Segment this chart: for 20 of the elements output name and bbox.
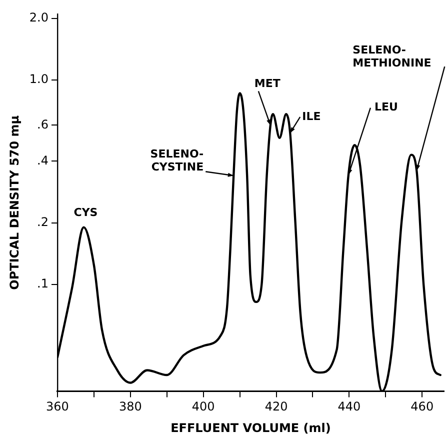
annotation: SELENO- METHIONINE xyxy=(352,43,432,70)
x-tick-label: 420 xyxy=(264,400,288,414)
y-tick-label: 1.0 xyxy=(29,72,48,86)
y-tick-label: 2.0 xyxy=(29,10,48,24)
annotation: SELENO- CYSTINE xyxy=(150,148,204,174)
x-tick-label: 360 xyxy=(46,400,69,414)
annotation: LEU xyxy=(374,100,398,114)
x-tick-label: 460 xyxy=(410,400,434,414)
y-tick-label: .2 xyxy=(37,214,48,229)
y-tick-label: .4 xyxy=(37,153,48,168)
annotation: CYS xyxy=(74,206,98,220)
y-tick-label: .1 xyxy=(37,276,48,290)
x-axis-title: EFFLUENT VOLUME (ml) xyxy=(170,420,331,435)
y-tick-label: .6 xyxy=(37,117,48,132)
x-tick-label: 440 xyxy=(338,400,361,414)
y-axis-title: OPTICAL DENSITY 570 mμ xyxy=(7,115,22,290)
x-tick-label: 380 xyxy=(118,400,142,414)
x-tick-label: 400 xyxy=(192,400,215,414)
annotation: ILE xyxy=(302,110,321,123)
annotation: MET xyxy=(254,77,281,90)
